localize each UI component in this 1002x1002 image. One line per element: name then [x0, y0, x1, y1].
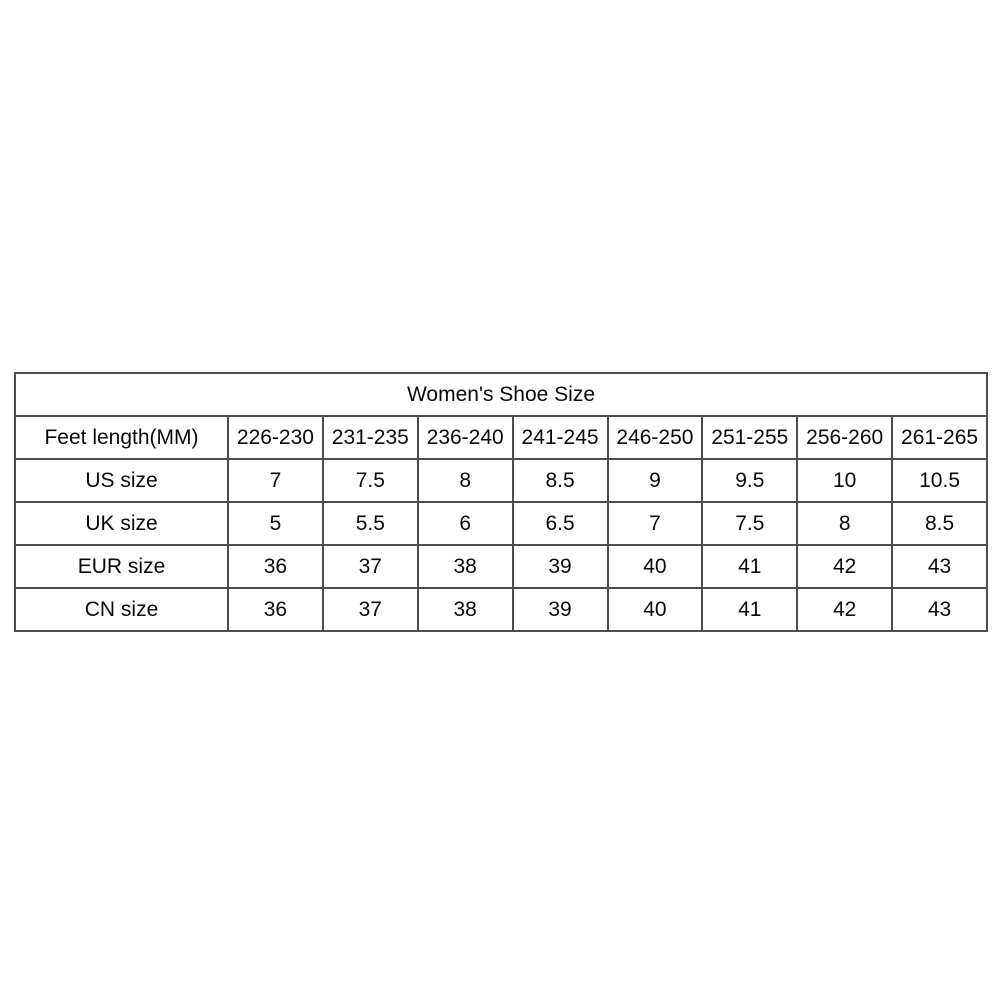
table-row: US size 7 7.5 8 8.5 9 9.5 10 10.5 — [14, 458, 988, 503]
size-value-cell: 9 — [606, 458, 704, 503]
size-value-cell: 39 — [511, 587, 609, 632]
shoe-size-table: Women's Shoe Size Feet length(MM) 226-230… — [14, 372, 988, 632]
row-label-cell: CN size — [14, 587, 229, 632]
size-value-cell: 37 — [321, 544, 419, 589]
size-value-cell: 42 — [796, 587, 894, 632]
size-value-cell: 36 — [227, 544, 324, 589]
table-row: UK size 5 5.5 6 6.5 7 7.5 8 8.5 — [14, 501, 988, 546]
size-value-cell: 41 — [701, 544, 799, 589]
size-value-cell: 43 — [891, 544, 988, 589]
header-cell-range: 236-240 — [416, 415, 514, 460]
header-cell-range: 256-260 — [796, 415, 894, 460]
table-row: CN size 36 37 38 39 40 41 42 43 — [14, 587, 988, 632]
size-value-cell: 8 — [416, 458, 514, 503]
size-value-cell: 40 — [606, 587, 704, 632]
size-value-cell: 36 — [227, 587, 324, 632]
size-value-cell: 37 — [321, 587, 419, 632]
header-cell-range: 226-230 — [227, 415, 324, 460]
size-value-cell: 42 — [796, 544, 894, 589]
table-title-row: Women's Shoe Size — [14, 372, 988, 417]
header-cell-range: 251-255 — [701, 415, 799, 460]
size-value-cell: 6 — [416, 501, 514, 546]
size-value-cell: 38 — [416, 587, 514, 632]
table-row: EUR size 36 37 38 39 40 41 42 43 — [14, 544, 988, 589]
header-cell-range: 231-235 — [321, 415, 419, 460]
size-value-cell: 5 — [227, 501, 324, 546]
size-value-cell: 8 — [796, 501, 894, 546]
table-body: US size 7 7.5 8 8.5 9 9.5 10 10.5 UK size 5 5.5 6 6.5… — [14, 458, 988, 632]
row-label-cell: EUR size — [14, 544, 229, 589]
size-value-cell: 40 — [606, 544, 704, 589]
table-header-row: Feet length(MM) 226-230 231-235 236-240 241-… — [14, 415, 988, 460]
size-value-cell: 5.5 — [321, 501, 419, 546]
row-label-cell: UK size — [14, 501, 229, 546]
header-cell-range: 241-245 — [511, 415, 609, 460]
size-value-cell: 10.5 — [891, 458, 988, 503]
size-value-cell: 10 — [796, 458, 894, 503]
size-value-cell: 8.5 — [511, 458, 609, 503]
size-value-cell: 7.5 — [701, 501, 799, 546]
row-label-cell: US size — [14, 458, 229, 503]
size-value-cell: 7 — [606, 501, 704, 546]
size-value-cell: 7 — [227, 458, 324, 503]
size-value-cell: 39 — [511, 544, 609, 589]
size-value-cell: 38 — [416, 544, 514, 589]
header-cell-range: 246-250 — [606, 415, 704, 460]
size-value-cell: 8.5 — [891, 501, 988, 546]
size-value-cell: 6.5 — [511, 501, 609, 546]
size-value-cell: 9.5 — [701, 458, 799, 503]
table-title: Women's Shoe Size — [14, 372, 988, 417]
size-value-cell: 43 — [891, 587, 988, 632]
header-cell-range: 261-265 — [891, 415, 988, 460]
header-cell-feet-length: Feet length(MM) — [14, 415, 229, 460]
size-value-cell: 41 — [701, 587, 799, 632]
size-value-cell: 7.5 — [321, 458, 419, 503]
